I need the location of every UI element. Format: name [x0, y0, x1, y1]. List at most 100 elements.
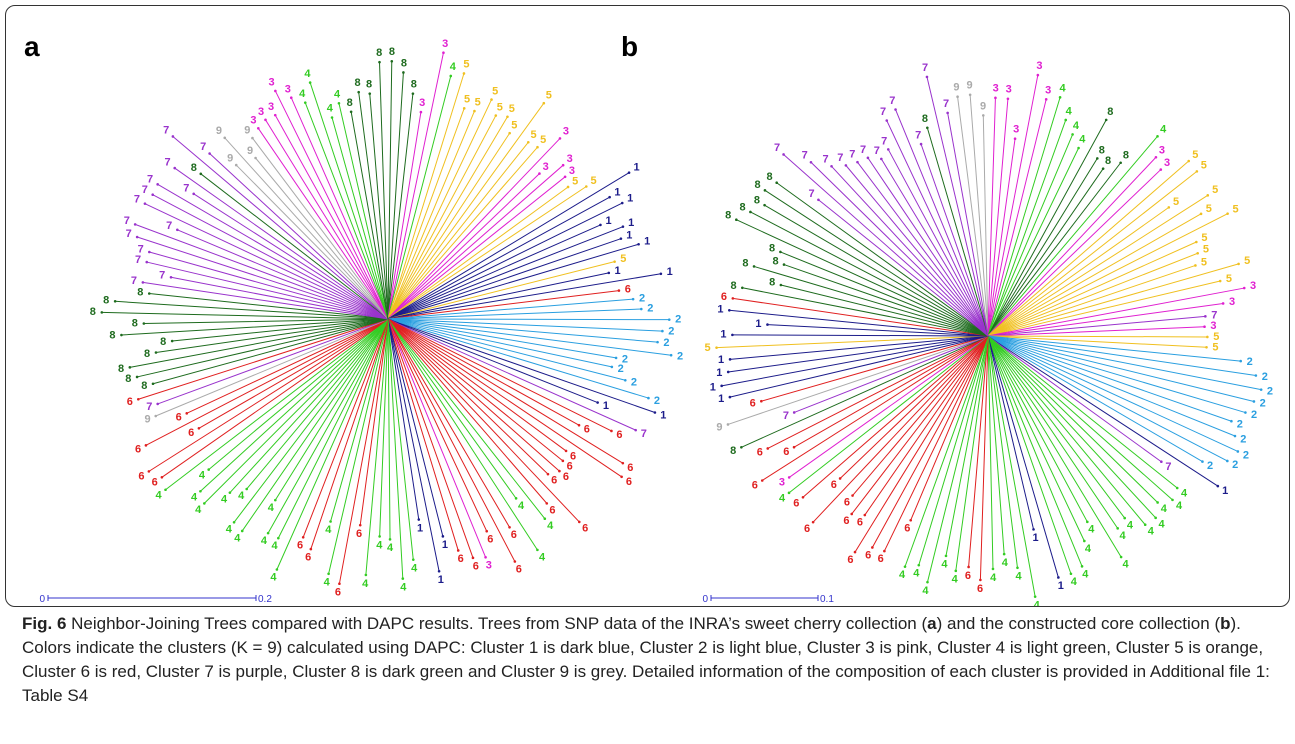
branch — [387, 138, 561, 320]
branch — [257, 128, 389, 320]
branch — [887, 149, 989, 337]
leaf-dot — [561, 459, 565, 463]
branch — [387, 164, 564, 320]
branch — [987, 335, 1146, 526]
leaf-label: 9 — [953, 82, 959, 94]
leaf-label: 2 — [1267, 385, 1273, 397]
leaf-dot — [1156, 501, 1159, 504]
leaf-dot — [634, 428, 637, 432]
leaf-label: 4 — [1161, 503, 1168, 515]
panel-label: a — [24, 31, 40, 62]
leaf-label: 5 — [591, 175, 597, 187]
leaf-dot — [1116, 527, 1119, 530]
leaf-dot — [1159, 168, 1163, 171]
leaf-dot — [1171, 498, 1174, 502]
leaf-dot — [577, 520, 581, 524]
leaf-label: 4 — [1160, 123, 1167, 135]
leaf-dot — [926, 580, 929, 584]
branch — [387, 318, 580, 523]
leaf-dot — [1036, 73, 1040, 77]
leaf-dot — [506, 115, 509, 119]
leaf-label: 6 — [335, 586, 341, 598]
leaf-dot — [1057, 576, 1060, 579]
leaf-dot — [856, 160, 859, 164]
leaf-dot — [741, 286, 744, 290]
branch — [947, 112, 989, 337]
leaf-dot — [1069, 572, 1073, 576]
leaf-label: 6 — [152, 477, 158, 489]
branch — [387, 318, 663, 332]
leaf-label: 8 — [730, 445, 736, 457]
leaf-dot — [623, 378, 627, 382]
leaf-label: 3 — [250, 115, 256, 127]
leaf-label: 4 — [226, 524, 233, 536]
leaf-label: 8 — [389, 46, 395, 58]
leaf-dot — [401, 577, 405, 580]
leaf-dot — [275, 568, 279, 571]
leaf-label: 2 — [631, 377, 637, 389]
leaf-dot — [390, 59, 394, 63]
leaf-dot — [1101, 167, 1105, 170]
leaf-dot — [208, 152, 211, 155]
leaf-label: 3 — [567, 153, 573, 165]
leaf-label: 2 — [677, 350, 683, 362]
leaf-dot — [1244, 411, 1247, 414]
leaf-label: 7 — [774, 142, 780, 154]
leaf-label: 8 — [742, 258, 748, 270]
leaf-label: 5 — [464, 94, 470, 106]
leaf-label: 8 — [1105, 155, 1111, 167]
branch — [241, 318, 389, 532]
leaf-label: 7 — [183, 183, 189, 195]
leaf-label: 6 — [625, 283, 631, 295]
leaf-label: 6 — [750, 398, 756, 410]
leaf-dot — [946, 111, 949, 115]
leaf-label: 1 — [614, 187, 620, 199]
leaf-label: 5 — [1212, 184, 1218, 196]
leaf-dot — [637, 242, 640, 246]
leaf-label: 4 — [450, 61, 457, 73]
branch — [387, 318, 564, 462]
leaf-dot — [659, 272, 663, 276]
leaf-label: 2 — [618, 363, 624, 375]
leaf-label: 2 — [1240, 433, 1246, 445]
leaf-dot — [782, 263, 786, 266]
leaf-dot — [1058, 96, 1062, 99]
leaf-dot — [154, 414, 158, 418]
leaf-label: 4 — [1119, 530, 1126, 542]
leaf-label: 8 — [366, 79, 372, 91]
leaf-label: 1 — [755, 318, 761, 330]
leaf-label: 8 — [772, 255, 778, 267]
leaf-dot — [508, 525, 511, 529]
leaf-dot — [752, 265, 756, 268]
leaf-label: 8 — [1123, 149, 1129, 161]
leaf-label: 8 — [411, 79, 417, 91]
leaf-label: 8 — [401, 57, 407, 69]
leaf-label: 7 — [874, 145, 880, 157]
leaf-label: 7 — [641, 428, 647, 440]
leaf-label: 6 — [176, 411, 182, 423]
leaf-dot — [1206, 335, 1209, 339]
leaf-label: 7 — [881, 135, 887, 147]
leaf-dot — [726, 370, 730, 374]
leaf-dot — [994, 96, 997, 100]
leaf-dot — [740, 445, 743, 449]
branch — [987, 168, 1104, 337]
leaf-label: 8 — [160, 336, 166, 348]
leaf-label: 8 — [1099, 145, 1105, 157]
leaf-dot — [542, 101, 546, 105]
leaf-dot — [925, 75, 929, 79]
leaf-dot — [1071, 133, 1074, 136]
leaf-dot — [1143, 523, 1147, 527]
leaf-label: 6 — [847, 554, 853, 566]
leaf-dot — [883, 549, 886, 553]
leaf-label: 8 — [137, 286, 143, 298]
leaf-dot — [120, 333, 123, 337]
leaf-label: 6 — [127, 396, 133, 408]
leaf-label: 4 — [1123, 559, 1130, 571]
leaf-label: 5 — [572, 175, 578, 187]
leaf-dot — [599, 223, 602, 227]
leaf-label: 8 — [376, 47, 382, 59]
leaf-dot — [763, 189, 767, 192]
leaf-label: 8 — [1107, 106, 1113, 118]
